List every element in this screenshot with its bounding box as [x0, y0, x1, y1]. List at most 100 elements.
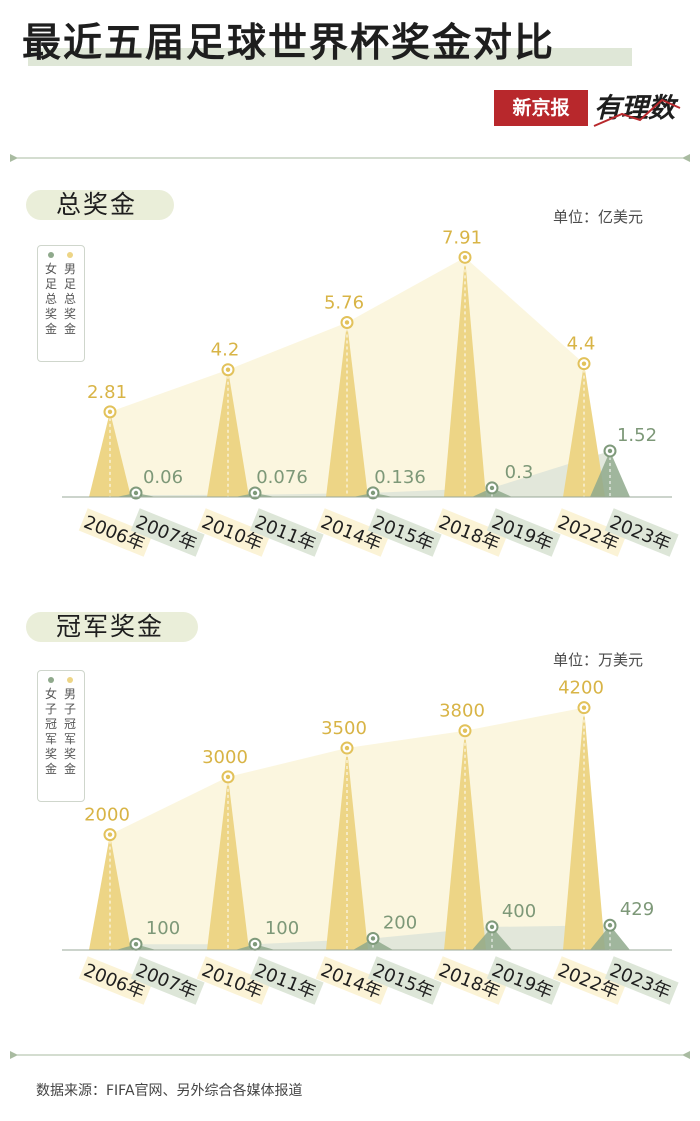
women-point-core [133, 490, 139, 496]
men-value-label: 2.81 [87, 382, 127, 403]
men-year-label-bg [196, 508, 271, 557]
men-year-label-bg [78, 508, 153, 557]
women-point-core [252, 490, 258, 496]
women-value-label: 0.136 [374, 467, 426, 488]
title-block: 最近五届足球世界杯奖金对比 [22, 14, 632, 74]
legend-dot-women-icon [48, 252, 54, 258]
men-year-label-bg [552, 508, 627, 557]
legend-text-women: 女子冠军奖金 [44, 687, 57, 776]
unit-label-champion: 单位：万美元 [553, 651, 644, 669]
women-value-label: 0.076 [256, 467, 308, 488]
women-value-label: 1.52 [617, 425, 657, 446]
men-value-label: 4.2 [211, 340, 240, 361]
women-year-label-bg [249, 508, 324, 557]
legend-text-women: 女足总奖金 [44, 262, 57, 336]
section-label-text: 冠军奖金 [56, 612, 165, 641]
women-spike [472, 926, 512, 950]
legend-champion: 女子冠军奖金 男子冠军奖金 [37, 670, 85, 802]
men-spike [326, 322, 368, 497]
legend-total: 女足总奖金 男足总奖金 [37, 245, 85, 362]
section-label-total: 总奖金 [26, 186, 174, 224]
women-year-label-bg [604, 956, 679, 1005]
logo-line-icon [593, 98, 681, 127]
women-point-core [489, 924, 495, 930]
men-value-label: 3500 [321, 718, 367, 739]
logo-brand: 新京报 [494, 90, 588, 126]
divider-left-arrow-icon [10, 1051, 18, 1059]
section-label-champion: 冠军奖金 [26, 608, 198, 646]
women-year-label-bg [367, 956, 442, 1005]
men-spike [444, 257, 486, 497]
men-point-core [344, 320, 350, 325]
men-point-core [581, 705, 587, 710]
women-value-label: 100 [265, 918, 299, 939]
legend-dot-women-icon [48, 677, 54, 683]
women-point-core [489, 485, 495, 491]
men-value-label: 3800 [439, 701, 485, 722]
women-year-label-bg [249, 956, 324, 1005]
divider-left-arrow-icon [10, 154, 18, 162]
men-spike [89, 834, 131, 950]
men-value-label: 7.91 [442, 227, 482, 248]
men-point-core [225, 367, 231, 372]
men-year-label-bg [196, 956, 271, 1005]
men-point-core [225, 774, 231, 780]
legend-item-women: 女足总奖金 [43, 252, 59, 337]
divider-right-arrow-icon [682, 1051, 690, 1059]
page-title: 最近五届足球世界杯奖金对比 [22, 21, 556, 66]
section-label-bar [26, 190, 174, 220]
men-value-label: 5.76 [324, 292, 364, 313]
women-value-label: 200 [383, 912, 417, 933]
section-label-bar [26, 612, 198, 642]
legend-text-men: 男足总奖金 [63, 262, 76, 336]
women-spike [590, 450, 630, 497]
women-value-label: 429 [620, 899, 654, 920]
women-year-label-bg [367, 508, 442, 557]
legend-item-men: 男子冠军奖金 [62, 677, 78, 777]
men-year-label-bg [78, 956, 153, 1005]
men-spike [326, 748, 368, 950]
divider-right-arrow-icon [682, 154, 690, 162]
legend-item-men: 男足总奖金 [62, 252, 78, 337]
divider-top [10, 154, 690, 162]
men-point-core [107, 409, 113, 415]
publisher-logo: 新京报 有理数 [494, 86, 686, 132]
women-point-core [370, 490, 376, 496]
legend-dot-men-icon [67, 677, 73, 683]
men-point-core [462, 728, 468, 733]
men-spike [207, 369, 249, 497]
men-point-core [107, 832, 113, 837]
women-value-label: 100 [146, 918, 180, 939]
women-point-core [607, 448, 613, 454]
women-point-core [607, 923, 613, 928]
women-year-label-bg [486, 956, 561, 1005]
data-source: 数据来源：FIFA官网、另外综合各媒体报道 [36, 1083, 303, 1099]
men-point-core [462, 255, 468, 260]
women-trend-band [136, 450, 610, 497]
men-value-label: 4.4 [567, 334, 596, 355]
men-year-label-bg [315, 508, 390, 557]
men-value-label: 2000 [84, 805, 130, 826]
women-point-core [133, 942, 139, 947]
title-highlight [28, 48, 632, 66]
women-year-label-bg [130, 508, 205, 557]
women-year-label-bg [486, 508, 561, 557]
women-year-label-bg [130, 956, 205, 1005]
men-year-label-bg [552, 956, 627, 1005]
section-label-text: 总奖金 [56, 190, 138, 219]
divider-bottom [10, 1051, 690, 1059]
women-point-core [252, 942, 258, 947]
men-year-label-bg [315, 956, 390, 1005]
men-year-label-bg [433, 508, 508, 557]
men-point-core [581, 361, 587, 366]
unit-label-total: 单位：亿美元 [553, 208, 644, 226]
women-value-label: 400 [502, 901, 536, 922]
legend-text-men: 男子冠军奖金 [63, 687, 76, 776]
legend-dot-men-icon [67, 252, 73, 258]
men-value-label: 3000 [202, 747, 248, 768]
women-value-label: 0.3 [505, 462, 534, 483]
legend-item-women: 女子冠军奖金 [43, 677, 59, 777]
women-year-label-bg [604, 508, 679, 557]
